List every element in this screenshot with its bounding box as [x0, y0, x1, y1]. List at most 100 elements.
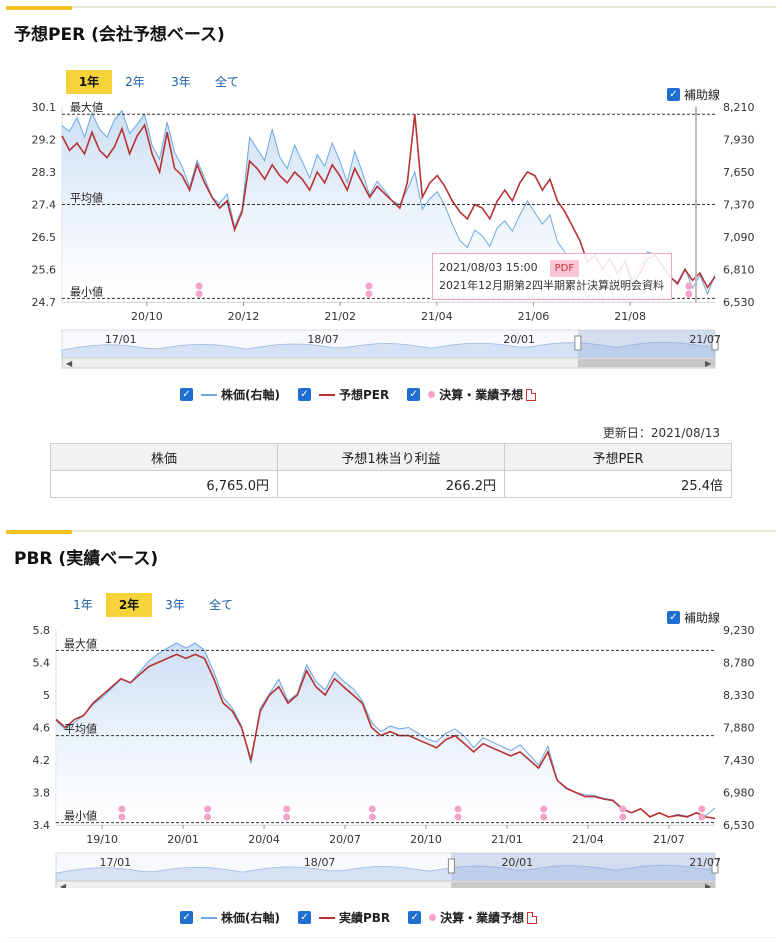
y-left-tick-label: 27.4 — [32, 199, 57, 212]
x-tick-label: 21/02 — [324, 310, 356, 323]
y-left-tick-label: 28.3 — [32, 166, 57, 179]
pdf-icon — [526, 388, 537, 401]
table-cell: 25.4倍 — [504, 470, 732, 498]
scroll-left-icon: ◀ — [66, 359, 73, 368]
y-left-tick-label: 29.2 — [32, 134, 57, 147]
per-title: 予想PER (会社予想ベース) — [14, 25, 225, 45]
legend-ratio[interactable]: ✓ 予想PER — [297, 386, 390, 403]
panel-accent — [6, 530, 72, 534]
event-dot — [540, 813, 548, 821]
x-tick-label: 21/04 — [572, 833, 604, 846]
legend-swatch — [318, 393, 335, 396]
legend-price[interactable]: ✓ 株価(右軸) — [180, 909, 280, 926]
event-dot — [454, 813, 462, 821]
x-tick-label: 21/01 — [491, 833, 523, 846]
y-left-tick-label: 5 — [43, 689, 50, 702]
y-left-tick-label: 5.4 — [33, 657, 51, 670]
ref-label-avg: 平均値 — [64, 723, 97, 736]
panel-accent — [6, 6, 72, 10]
event-dot — [685, 282, 693, 290]
legend-swatch — [201, 916, 217, 919]
navigator-label: 21/07 — [689, 856, 721, 869]
table-header-row: 株価 予想1株当り利益 予想PER — [50, 443, 732, 471]
checkbox-icon: ✓ — [408, 911, 422, 924]
navigator-handle-right — [711, 335, 719, 351]
legend-price-label: 株価(右軸) — [221, 911, 280, 925]
navigator-label: 18/07 — [307, 333, 339, 346]
y-right-tick-label: 7,880 — [723, 722, 755, 735]
scroll-right-icon: ▶ — [705, 359, 712, 368]
pbr-tab-all[interactable]: 全て — [208, 598, 233, 612]
legend-ratio-label: 実績PBR — [338, 911, 391, 925]
y-right-tick-label: 6,530 — [723, 296, 755, 309]
navigator-selection — [451, 853, 715, 881]
per-tabs: 1年 2年 3年 全て — [66, 70, 250, 94]
per-hojo-toggle[interactable]: ✓ 補助線 — [667, 86, 720, 103]
legend-price[interactable]: ✓ 株価(右軸) — [180, 386, 280, 403]
per-tab-2y[interactable]: 2年 — [125, 75, 145, 89]
y-right-tick-label: 9,230 — [723, 624, 755, 637]
table-row: 6,765.0円 266.2円 25.4倍 — [50, 470, 732, 498]
event-dot — [195, 282, 203, 290]
pbr-tab-1y[interactable]: 1年 — [73, 598, 93, 612]
checkbox-icon: ✓ — [667, 611, 680, 624]
x-tick-label: 20/04 — [248, 833, 280, 846]
event-dot — [204, 813, 212, 821]
pbr-chart[interactable]: 5.8 5.4 5 4.6 4.2 3.8 3.4 9,230 8,780 8,330 7,880 7… — [0, 618, 782, 888]
legend-ratio[interactable]: ✓ 実績PBR — [297, 909, 391, 926]
pbr-hojo-toggle[interactable]: ✓ 補助線 — [667, 609, 720, 626]
event-dot — [118, 813, 126, 821]
y-left-tick-label: 5.8 — [33, 624, 51, 637]
legend-dot — [429, 914, 437, 921]
legend-events[interactable]: ✓ 決算・業績予想 — [408, 909, 538, 926]
x-tick-label: 21/08 — [614, 310, 646, 323]
pbr-tabs: 1年 2年 3年 全て — [60, 593, 244, 617]
event-dot — [619, 805, 627, 813]
y-right-tick-label: 8,780 — [723, 657, 755, 670]
event-dot — [283, 813, 291, 821]
checkbox-icon: ✓ — [297, 911, 311, 924]
per-panel: 予想PER (会社予想ベース) — [6, 6, 776, 516]
y-left-tick-label: 26.5 — [32, 231, 57, 244]
navigator-label: 18/07 — [304, 856, 336, 869]
navigator-label: 20/01 — [501, 856, 533, 869]
tooltip-pdf-badge[interactable]: PDF — [549, 260, 580, 277]
event-dot — [365, 282, 373, 290]
event-tooltip[interactable]: 2021/08/03 15:00 PDF 2021年12月期第2四半期累計決算説明… — [432, 253, 672, 300]
legend-events[interactable]: ✓ 決算・業績予想 — [407, 386, 537, 403]
per-tab-3y[interactable]: 3年 — [171, 75, 191, 89]
pbr-tab-2y[interactable]: 2年 — [106, 593, 152, 617]
y-right-tick-label: 7,370 — [723, 199, 755, 212]
x-tick-label: 20/12 — [228, 310, 260, 323]
legend-dot — [428, 391, 436, 398]
navigator-handle-left — [447, 858, 455, 874]
per-tab-1y[interactable]: 1年 — [66, 70, 112, 94]
y-left-tick-label: 3.8 — [33, 787, 51, 800]
y-left-tick-label: 24.7 — [32, 296, 57, 309]
x-tick-label: 20/10 — [410, 833, 442, 846]
legend-ratio-label: 予想PER — [338, 388, 390, 402]
checkbox-icon: ✓ — [407, 388, 421, 401]
checkbox-icon: ✓ — [297, 388, 311, 401]
y-right-tick-label: 6,810 — [723, 264, 755, 277]
event-dot — [540, 805, 548, 813]
event-dot — [283, 805, 291, 813]
ref-label-min: 最小値 — [64, 810, 97, 823]
pbr-tab-3y[interactable]: 3年 — [165, 598, 185, 612]
event-dot — [454, 805, 462, 813]
x-tick-label: 20/01 — [167, 833, 199, 846]
legend-swatch — [201, 393, 217, 396]
event-dot — [195, 290, 203, 298]
scrollbar-thumb — [577, 359, 715, 367]
y-left-tick-label: 3.4 — [33, 819, 51, 832]
scroll-left-icon: ◀ — [60, 882, 67, 888]
event-dot — [365, 290, 373, 298]
per-tab-all[interactable]: 全て — [214, 75, 239, 89]
y-right-tick-label: 7,430 — [723, 754, 755, 767]
event-dot — [368, 813, 376, 821]
checkbox-icon: ✓ — [180, 388, 193, 401]
y-right-tick-label: 8,330 — [723, 689, 755, 702]
ref-label-max: 最大値 — [70, 100, 103, 114]
event-dot — [698, 813, 706, 821]
y-right-tick-label: 8,210 — [723, 101, 755, 114]
